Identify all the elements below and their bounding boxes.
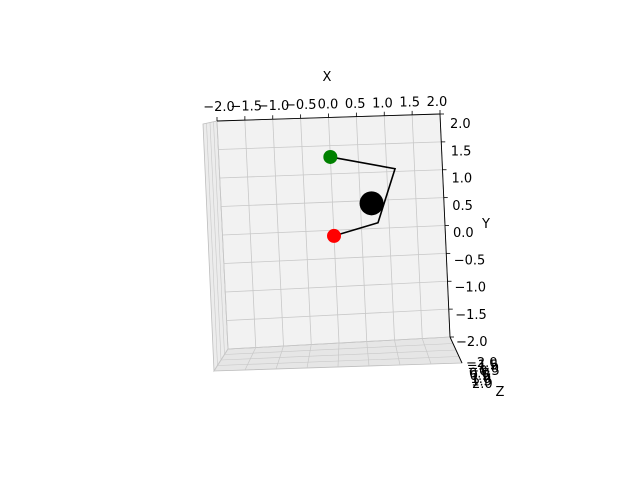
y-tick-label: 1.5 xyxy=(451,144,472,159)
grid-line-side xyxy=(206,123,218,366)
z-axis-line xyxy=(449,336,463,364)
marker-green xyxy=(323,149,338,164)
y-tick-label: −2.0 xyxy=(456,335,488,350)
z-tick-label: 0.5 xyxy=(470,369,491,384)
z-tick-label: −1.0 xyxy=(468,361,500,376)
x-tick-label: 0.0 xyxy=(318,98,339,113)
grid-line-horizontal xyxy=(223,252,447,264)
z-tick-label: 2.0 xyxy=(472,377,493,392)
grid-line-vertical xyxy=(411,114,423,339)
x-axis-label: X xyxy=(323,70,332,85)
marker-red xyxy=(327,228,342,243)
grid-line-floor xyxy=(220,349,457,361)
grid-line-side xyxy=(213,121,225,355)
z-tick-labels: −2.0−1.5−1.0−0.50.00.51.01.52.0 xyxy=(466,356,500,392)
x-tick-labels: −2.0−1.5−1.0−0.5 0.0 0.5 1.0 1.5 2.0 xyxy=(203,95,447,121)
x-tick-label: 1.5 xyxy=(399,96,420,111)
grid-line-vertical xyxy=(355,116,368,342)
z-tick-label: 0.0 xyxy=(469,367,490,382)
x-tick-label: 0.5 xyxy=(345,97,366,112)
x-tick-label: −0.5 xyxy=(285,98,317,113)
grid-line-vertical xyxy=(383,115,395,341)
z-tick-label: 1.0 xyxy=(471,372,492,387)
y-tick-label: 0.5 xyxy=(452,199,473,214)
y-tick-label: 2.0 xyxy=(450,117,471,132)
grid-line-floor xyxy=(224,343,454,355)
x-tick-label: −2.0 xyxy=(203,100,235,115)
z-tick-label: −1.5 xyxy=(467,359,499,374)
series-line xyxy=(330,156,397,237)
y-tick-label: −1.5 xyxy=(455,308,487,323)
x-tick-label: 2.0 xyxy=(427,95,448,110)
z-tick-label: 1.5 xyxy=(471,374,492,389)
grid-line-side xyxy=(209,122,222,361)
y-tick-label: −1.0 xyxy=(455,281,487,296)
grid-lines xyxy=(206,113,463,372)
z-axis-label: Z xyxy=(496,385,505,400)
x-tick-label: −1.0 xyxy=(258,99,290,114)
y-tick-label: 1.0 xyxy=(452,172,473,187)
data-series xyxy=(323,149,397,243)
y-tick-labels: 2.0 1.5 1.0 0.5 0.0 −0.5 −1.0 −1.5 −2.0 xyxy=(440,113,488,350)
y-axis-label: Y xyxy=(481,217,490,232)
grid-line-horizontal xyxy=(225,280,448,293)
grid-line-floor xyxy=(217,356,460,366)
x-tick-label: 1.0 xyxy=(372,96,393,111)
y-tick-label: −0.5 xyxy=(454,253,486,268)
z-tick-label: −0.5 xyxy=(468,364,500,379)
y-tick-label: 0.0 xyxy=(453,226,474,241)
z-tick-label: −2.0 xyxy=(466,356,498,371)
marker-black xyxy=(359,191,384,216)
grid-line-horizontal xyxy=(226,308,449,321)
x-tick-label: −1.5 xyxy=(230,99,262,114)
